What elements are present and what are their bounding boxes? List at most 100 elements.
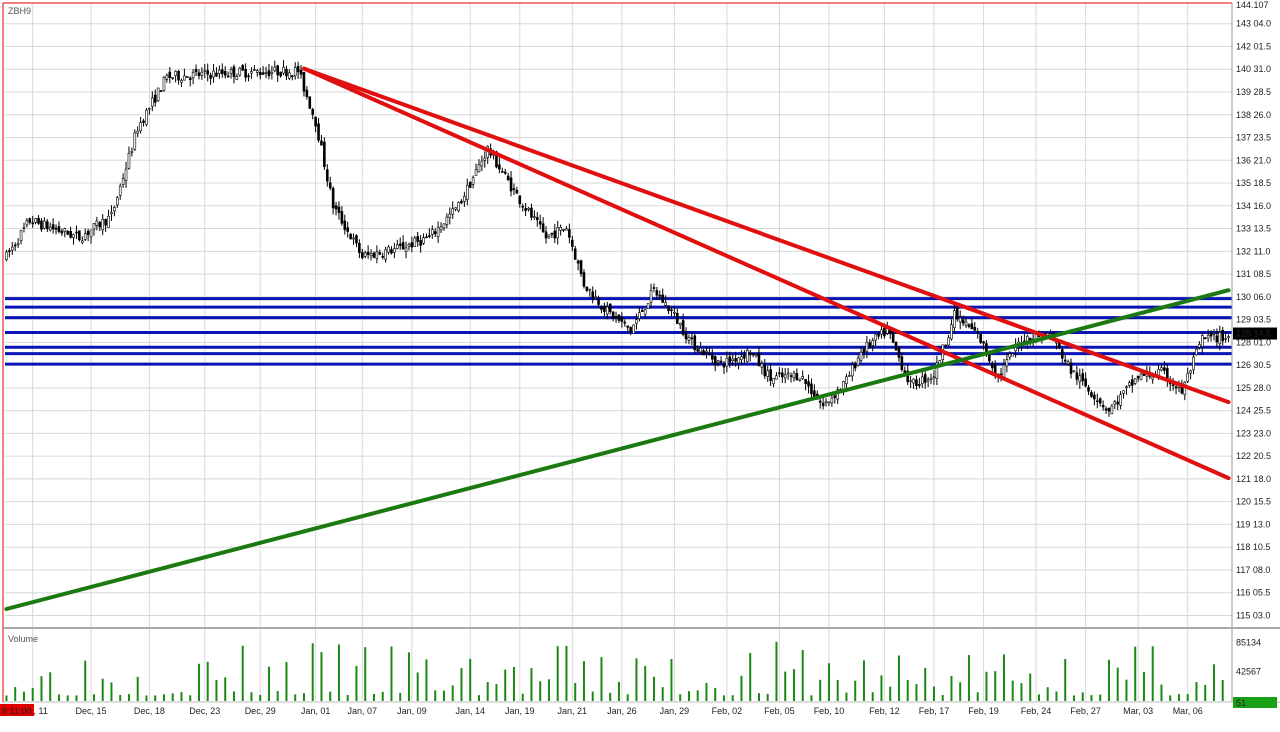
price-tick-label: 125 28.0 [1236, 383, 1271, 393]
candle-body [75, 231, 78, 234]
price-tick-label: 123 23.0 [1236, 428, 1271, 438]
volume-bar [425, 659, 428, 701]
volume-bar [1151, 646, 1154, 701]
candle-body [174, 71, 177, 76]
candle-body [101, 218, 105, 231]
candle-body [498, 164, 501, 170]
candle-body [1011, 353, 1015, 357]
volume-bar [171, 693, 174, 701]
candle-body [918, 384, 921, 386]
last-price-label: 128 14.5 [1236, 329, 1271, 339]
candle-body [209, 74, 212, 79]
candle-body [789, 375, 793, 377]
candle-body [57, 226, 61, 232]
volume-bar [1064, 658, 1067, 701]
candle-body [1136, 375, 1140, 379]
price-tick-label: 119 13.0 [1236, 519, 1270, 529]
candle-body [664, 302, 667, 306]
candle-body [500, 171, 504, 173]
candle-body [585, 286, 589, 291]
volume-bar [285, 662, 288, 701]
candle-body [460, 200, 463, 204]
price-tick-label: 124 25.5 [1236, 406, 1271, 416]
volume-bar [162, 694, 165, 701]
candle-body [909, 380, 912, 383]
volume-bar [1204, 684, 1207, 701]
candle-body [34, 218, 37, 223]
candle-body [503, 171, 507, 174]
candle-body [31, 222, 35, 225]
candle-body [282, 66, 285, 74]
candle-body [1060, 349, 1064, 359]
candle-body [573, 248, 577, 260]
candle-body [314, 116, 317, 127]
candle-body [705, 350, 708, 353]
candle-body [740, 356, 743, 360]
volume-bar [740, 675, 743, 701]
candle-body [197, 72, 201, 76]
candle-body [556, 227, 560, 239]
candle-body [425, 236, 428, 239]
date-tick-label: Dec, 29 [245, 706, 276, 716]
volume-bar [477, 695, 480, 701]
price-tick-label: 131 08.5 [1236, 269, 1271, 279]
candle-body [378, 252, 382, 255]
candle-body [104, 218, 107, 226]
candle-body [693, 335, 697, 351]
candle-body [200, 71, 204, 76]
volume-bar [670, 659, 673, 701]
price-tick-label: 115 03.0 [1236, 610, 1270, 620]
candle-body [818, 400, 822, 403]
volume-bar [1107, 659, 1110, 701]
volume-tick-label: 42567 [1236, 667, 1261, 677]
candle-body [731, 358, 735, 361]
candle-body [404, 247, 408, 252]
candle-body [1090, 392, 1093, 397]
candle-body [541, 223, 545, 232]
volume-bar [985, 671, 988, 701]
candle-body [113, 207, 116, 212]
volume-bar [696, 690, 699, 701]
candle-body [792, 372, 796, 379]
candle-body [1122, 390, 1125, 394]
candle-body [527, 208, 530, 210]
candle-body [897, 347, 901, 358]
volume-bar [311, 643, 314, 701]
candle-body [290, 75, 294, 77]
candle-body [121, 178, 125, 185]
candle-body [745, 349, 749, 362]
candle-body [159, 90, 163, 92]
candle-body [853, 364, 857, 369]
volume-bar [1169, 695, 1172, 701]
candle-body [148, 107, 151, 110]
candle-body [807, 381, 810, 387]
candle-body [1101, 405, 1105, 408]
candle-body [690, 337, 694, 340]
candle-body [410, 242, 414, 248]
candle-body [597, 298, 600, 305]
candle-body [982, 341, 985, 344]
candle-body [1195, 348, 1198, 356]
candle-body [433, 231, 437, 235]
candle-body [1081, 373, 1085, 382]
candle-body [139, 122, 142, 132]
candle-body [428, 235, 431, 237]
candle-body [264, 72, 268, 74]
volume-bar [565, 645, 568, 701]
candle-body [842, 381, 845, 390]
candle-body [638, 312, 641, 319]
candle-body [611, 311, 615, 319]
volume-bar [617, 681, 620, 701]
candle-body [1113, 401, 1117, 405]
candle-body [810, 383, 813, 395]
volume-bar [775, 641, 778, 701]
date-tick-label: Jan, 09 [397, 706, 427, 716]
candle-body [684, 333, 688, 340]
candle-body [923, 374, 927, 383]
volume-bar [224, 677, 227, 701]
candle-body [413, 237, 417, 247]
volume-bar [1081, 692, 1084, 701]
candle-body [1203, 337, 1207, 339]
price-tick-label: 142 01.5 [1236, 41, 1271, 51]
candle-body [261, 72, 265, 75]
